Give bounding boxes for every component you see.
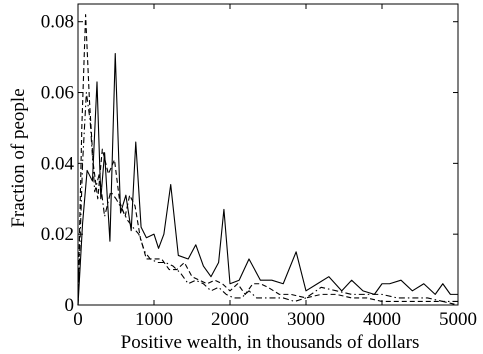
x-tick-label: 0 bbox=[73, 309, 83, 330]
series-line-dashed bbox=[77, 14, 459, 306]
y-tick-label: 0.06 bbox=[41, 83, 74, 104]
axes-layer: 0 1000 2000 3000 4000 5000 0 0.02 0.04 0.06 0.08 bbox=[41, 3, 477, 330]
series-line-dashdot bbox=[77, 91, 458, 306]
y-axis-title: Fraction of people bbox=[8, 88, 29, 227]
series-layer bbox=[77, 14, 459, 306]
y-tick-label: 0 bbox=[65, 295, 75, 316]
y-tick-label: 0.08 bbox=[41, 12, 74, 33]
plot-frame bbox=[77, 3, 459, 306]
x-tick-label: 3000 bbox=[287, 309, 325, 330]
x-tick-label: 2000 bbox=[211, 309, 249, 330]
x-tick-label: 1000 bbox=[135, 309, 173, 330]
series-line-solid bbox=[77, 53, 458, 306]
y-tick-label: 0.04 bbox=[41, 153, 75, 174]
x-tick-label: 4000 bbox=[363, 309, 401, 330]
x-axis-title: Positive wealth, in thousands of dollars bbox=[121, 332, 420, 353]
x-tick-label: 5000 bbox=[439, 309, 477, 330]
y-tick-label: 0.02 bbox=[41, 224, 74, 245]
